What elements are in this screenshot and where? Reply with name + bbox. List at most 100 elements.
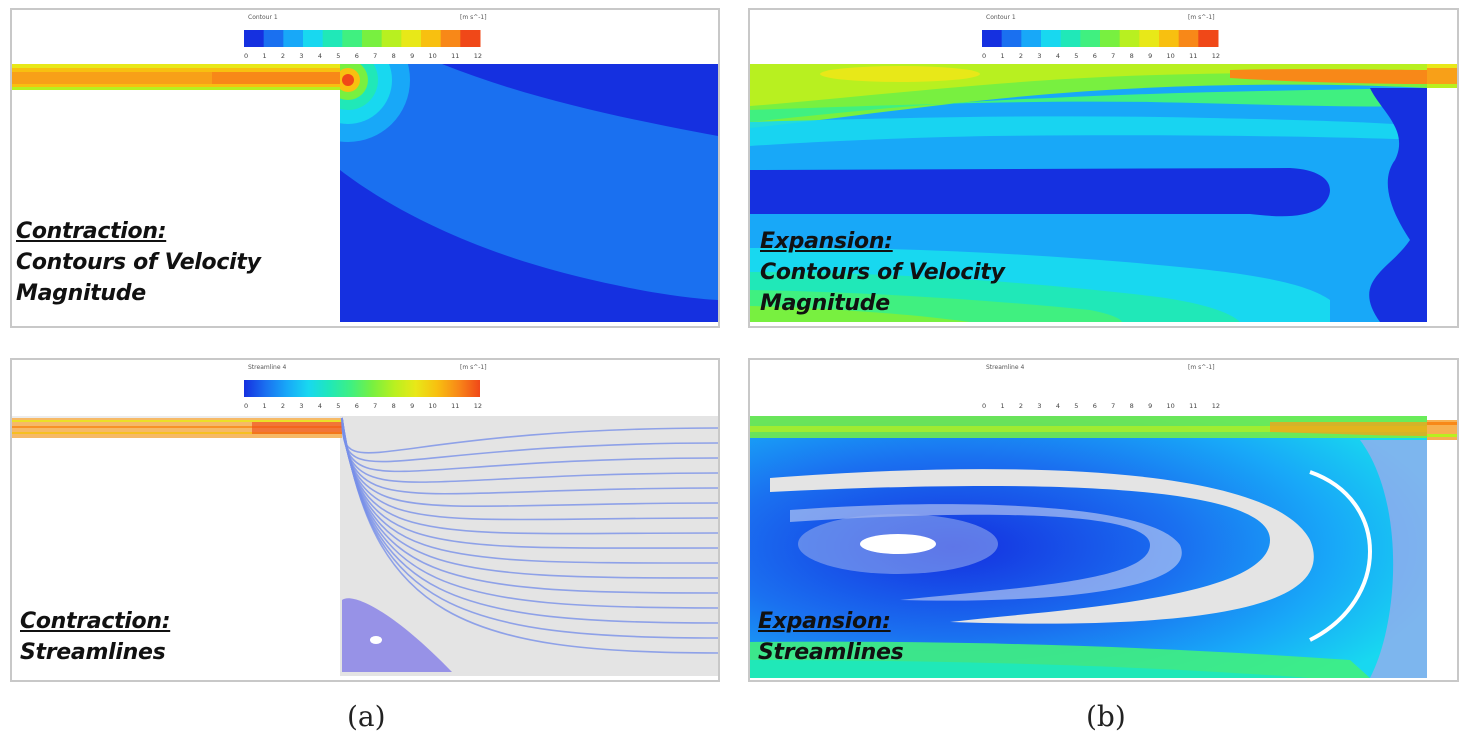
colorbar-tick-label: 5 <box>1074 52 1079 60</box>
colorbar-tick-label: 4 <box>1055 402 1060 410</box>
colorbar-swatch <box>982 30 1003 47</box>
expansion-streamline-plot <box>750 416 1457 678</box>
colorbar-tick-label: 6 <box>1092 402 1097 410</box>
streamline <box>341 417 718 654</box>
colorbar-tick-label: 9 <box>410 402 415 410</box>
colorbar-swatch <box>244 30 265 47</box>
colorbar-ticks: 0 1 2 3 4 5 6 7 8 9 10 11 12 <box>244 52 482 60</box>
colorbar-swatch <box>362 30 383 47</box>
colorbar-swatch <box>460 30 481 47</box>
colorbar-tick-label: 7 <box>1111 402 1116 410</box>
colorbar-tick-label: 0 <box>982 52 987 60</box>
colorbar-ticks: 0 1 2 3 4 5 6 7 8 9 10 11 12 <box>982 52 1220 60</box>
panel-label: Contraction: Streamlines <box>20 606 171 668</box>
colorbar-swatch <box>421 30 442 47</box>
colorbar-swatch <box>401 30 422 47</box>
colorbar-title: Contour 1 <box>248 14 278 21</box>
colorbar <box>982 30 1219 47</box>
colorbar-tick-label: 8 <box>391 402 396 410</box>
colorbar-tick-label: 11 <box>451 402 460 410</box>
label-line: Magnitude <box>16 281 146 306</box>
colorbar-swatch <box>1198 30 1219 47</box>
colorbar-tick-label: 9 <box>1148 402 1153 410</box>
colorbar-tick-label: 1 <box>1000 52 1005 60</box>
colorbar-swatch <box>1080 30 1101 47</box>
colorbar-tick-label: 9 <box>410 52 415 60</box>
colorbar-tick-label: 0 <box>982 402 987 410</box>
colorbar-ticks: 0 1 2 3 4 5 6 7 8 9 10 11 12 <box>244 402 482 410</box>
colorbar-tick-label: 5 <box>336 402 341 410</box>
colorbar-swatch <box>440 30 461 47</box>
colorbar-tick-label: 1 <box>262 402 267 410</box>
label-heading: Expansion: <box>760 229 893 254</box>
contraction-contour-panel: Contour 1 [m s^-1] Contraction: Contours… <box>10 8 720 328</box>
label-line: Contours of Velocity <box>760 260 1005 285</box>
label-heading: Expansion: <box>758 609 891 634</box>
colorbar-tick-label: 1 <box>262 52 267 60</box>
colorbar-tick-label: 0 <box>244 52 249 60</box>
colorbar-tick-label: 12 <box>1211 52 1220 60</box>
colorbar-tick-label: 8 <box>391 52 396 60</box>
colorbar-swatch <box>342 30 363 47</box>
colorbar-tick-label: 7 <box>373 402 378 410</box>
colorbar-swatch <box>1100 30 1121 47</box>
colorbar <box>244 380 480 397</box>
expansion-streamline-panel: Streamline 4 [m s^-1] <box>748 358 1459 682</box>
colorbar-swatch <box>263 30 284 47</box>
colorbar-swatch <box>303 30 324 47</box>
colorbar-tick-label: 3 <box>1037 52 1042 60</box>
colorbar-title: Contour 1 <box>986 14 1016 21</box>
colorbar-tick-label: 3 <box>1037 402 1042 410</box>
colorbar-tick-label: 10 <box>428 402 437 410</box>
colorbar-tick-label: 11 <box>1189 402 1198 410</box>
colorbar-tick-label: 8 <box>1129 52 1134 60</box>
panel-label: Expansion: Contours of Velocity Magnitud… <box>760 226 1005 319</box>
colorbar-swatch <box>1021 30 1042 47</box>
colorbar-swatch <box>322 30 343 47</box>
label-line: Magnitude <box>760 291 890 316</box>
caption-a: (a) <box>347 700 386 733</box>
colorbar-tick-label: 10 <box>1166 52 1175 60</box>
colorbar-swatch <box>1041 30 1062 47</box>
label-line: Contours of Velocity <box>16 250 261 275</box>
colorbar-tick-label: 5 <box>1074 402 1079 410</box>
colorbar-tick-label: 6 <box>1092 52 1097 60</box>
colorbar-unit: [m s^-1] <box>1188 364 1215 371</box>
contraction-streamline-panel: Streamline 4 [m s^-1] Contraction: Strea… <box>10 358 720 682</box>
expansion-contour-plot <box>750 30 1457 322</box>
label-line: Streamlines <box>758 640 904 665</box>
colorbar <box>244 30 481 47</box>
colorbar-tick-label: 6 <box>354 402 359 410</box>
colorbar-unit: [m s^-1] <box>460 14 487 21</box>
colorbar-unit: [m s^-1] <box>460 364 487 371</box>
contraction-contour-plot <box>12 30 718 322</box>
label-heading: Contraction: <box>20 609 171 634</box>
panel-label: Contraction: Contours of Velocity Magnit… <box>16 216 261 309</box>
colorbar-tick-label: 2 <box>280 52 286 60</box>
colorbar-tick-label: 3 <box>299 402 304 410</box>
colorbar-tick-label: 6 <box>354 52 359 60</box>
colorbar-tick-label: 2 <box>1018 402 1024 410</box>
colorbar-tick-label: 0 <box>244 402 249 410</box>
expansion-contour-panel: Contour 1 [m s^-1] <box>748 8 1459 328</box>
colorbar-title: Streamline 4 <box>986 364 1025 371</box>
colorbar-tick-label: 3 <box>299 52 304 60</box>
colorbar-unit: [m s^-1] <box>1188 14 1215 21</box>
colorbar-tick-label: 11 <box>1189 52 1198 60</box>
colorbar-tick-label: 1 <box>1000 402 1005 410</box>
panel-label: Expansion: Streamlines <box>758 606 904 668</box>
colorbar-tick-label: 12 <box>473 52 482 60</box>
colorbar-tick-label: 7 <box>1111 52 1116 60</box>
colorbar-tick-label: 2 <box>280 402 286 410</box>
colorbar-gradient <box>244 380 480 397</box>
colorbar-tick-label: 7 <box>373 52 378 60</box>
label-heading: Contraction: <box>16 219 167 244</box>
colorbar-tick-label: 4 <box>317 402 322 410</box>
colorbar-title: Streamline 4 <box>248 364 287 371</box>
colorbar-tick-label: 12 <box>1211 402 1220 410</box>
contraction-streamline-plot <box>12 380 718 676</box>
colorbar-tick-label: 8 <box>1129 402 1134 410</box>
colorbar-ticks: 0 1 2 3 4 5 6 7 8 9 10 11 12 <box>982 402 1220 410</box>
colorbar-tick-label: 11 <box>451 52 460 60</box>
colorbar-tick-label: 12 <box>473 402 482 410</box>
